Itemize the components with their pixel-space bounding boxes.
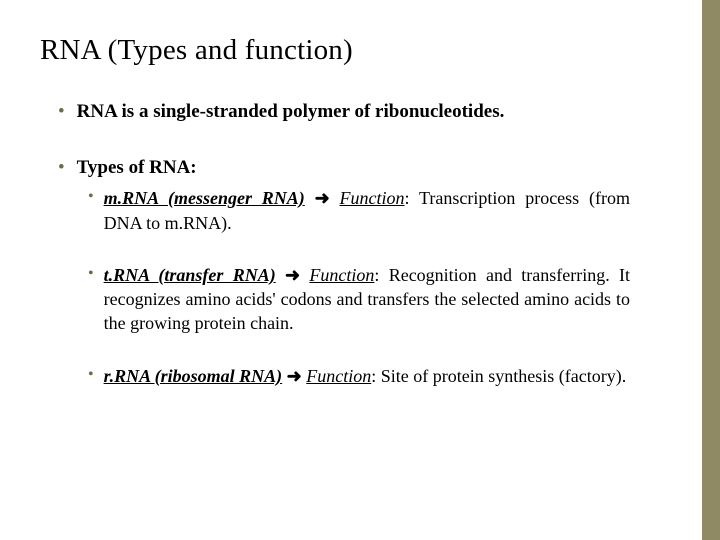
bullet-dot-icon: • <box>88 263 94 336</box>
type-name: r.RNA (ribosomal RNA) <box>104 366 283 386</box>
type-item-content: m.RNA (messenger RNA) ➜ Function: Transc… <box>104 186 630 235</box>
bullet-dot-icon: • <box>58 155 65 181</box>
type-desc: : Site of protein synthesis (factory). <box>371 366 626 386</box>
type-name: m.RNA (messenger RNA) <box>104 188 305 208</box>
bullet-dot-icon: • <box>58 99 65 125</box>
type-item-rrna: • r.RNA (ribosomal RNA) ➜ Function: Site… <box>88 364 630 388</box>
slide-body: RNA (Types and function) • RNA is a sing… <box>0 0 680 436</box>
function-label: Function <box>309 265 374 285</box>
type-item-content: t.RNA (transfer RNA) ➜ Function: Recogni… <box>104 263 630 336</box>
arrow-icon: ➜ <box>315 188 330 208</box>
function-label: Function <box>306 366 371 386</box>
types-header-text: Types of RNA: <box>77 155 197 181</box>
bullet-dot-icon: • <box>88 364 94 388</box>
arrow-icon: ➜ <box>285 265 300 285</box>
accent-bar <box>702 0 720 540</box>
bullet-dot-icon: • <box>88 186 94 235</box>
intro-bullet: • RNA is a single-stranded polymer of ri… <box>58 99 630 125</box>
types-block: • Types of RNA: • m.RNA (messenger RNA) … <box>40 155 630 388</box>
function-label: Function <box>340 188 405 208</box>
type-item-trna: • t.RNA (transfer RNA) ➜ Function: Recog… <box>88 263 630 336</box>
type-name: t.RNA (transfer RNA) <box>104 265 276 285</box>
type-item-mrna: • m.RNA (messenger RNA) ➜ Function: Tran… <box>88 186 630 235</box>
types-header-bullet: • Types of RNA: <box>58 155 630 181</box>
slide-title: RNA (Types and function) <box>40 34 630 67</box>
arrow-icon: ➜ <box>287 366 302 386</box>
type-item-content: r.RNA (ribosomal RNA) ➜ Function: Site o… <box>104 364 630 388</box>
intro-text: RNA is a single-stranded polymer of ribo… <box>77 99 505 125</box>
